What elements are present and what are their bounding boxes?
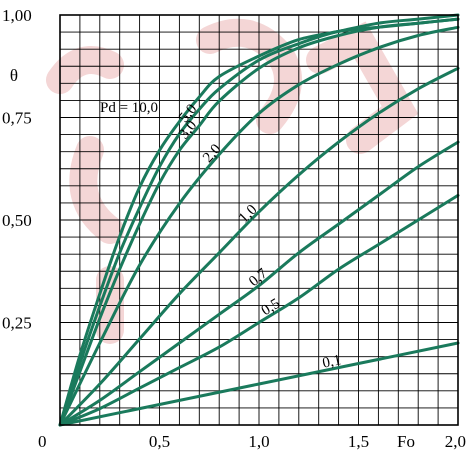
series-label: 2,0 (200, 141, 224, 166)
y-tick-label: 0,75 (2, 109, 32, 128)
x-tick-label: 1,0 (248, 432, 269, 450)
plot-border (59, 14, 459, 426)
series-line (58, 13, 460, 427)
series-line (58, 25, 460, 427)
plot-frame (59, 14, 459, 426)
y-tick-label: 0,25 (2, 314, 32, 333)
origin-label: 0 (38, 432, 47, 450)
series-label: 0,5 (259, 296, 283, 319)
series-label: Pd = 10,0 (100, 100, 158, 116)
series-line (58, 17, 460, 427)
x-tick-label: 2,0 (445, 432, 466, 450)
series-label: 0,1 (321, 352, 343, 371)
x-tick-label: 1,5 (348, 432, 369, 450)
curves (58, 13, 460, 427)
x-tick-label: 0,5 (149, 432, 170, 450)
series-label: 1,0 (236, 202, 261, 227)
series-label: 0,7 (246, 265, 271, 290)
series-line (58, 66, 460, 427)
series-line (58, 140, 460, 427)
tick-labels: 0,5 1,0 1,5 2,00,250,500,751,00 (2, 6, 466, 450)
y-tick-label: 1,00 (2, 6, 32, 25)
y-axis-label: θ (10, 66, 18, 85)
x-axis-label: Fo (397, 432, 415, 450)
series-line (58, 193, 460, 427)
curve-labels: Pd = 10,0 5,03,02,01,00,70,50,1 (100, 100, 343, 372)
series-line (58, 341, 460, 427)
y-tick-label: 0,50 (2, 211, 32, 230)
watermark-text (46, 18, 419, 344)
